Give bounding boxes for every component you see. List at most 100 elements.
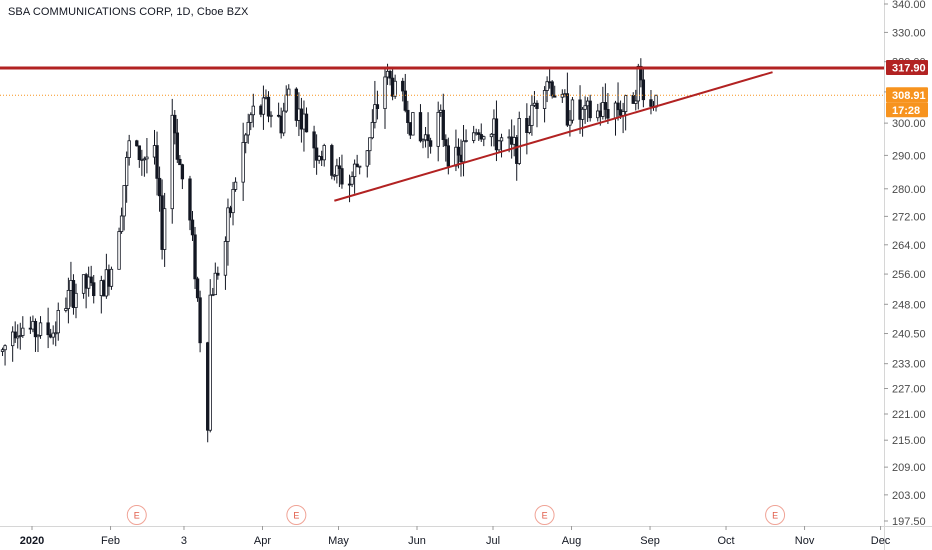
candle[interactable] xyxy=(639,58,643,88)
candle[interactable] xyxy=(616,82,620,121)
candle[interactable] xyxy=(383,67,387,129)
candle[interactable] xyxy=(66,277,71,324)
candle[interactable] xyxy=(145,138,149,174)
candle[interactable] xyxy=(570,96,575,124)
candle[interactable] xyxy=(418,104,423,143)
candle[interactable] xyxy=(13,321,17,343)
candle[interactable] xyxy=(173,110,177,145)
candle[interactable] xyxy=(251,93,255,128)
candle[interactable] xyxy=(654,94,658,112)
candle[interactable] xyxy=(588,94,592,122)
candle[interactable] xyxy=(162,192,167,267)
price-axis[interactable]: 340.00330.00320.00310.00300.00290.00280.… xyxy=(884,0,926,550)
candle[interactable] xyxy=(527,115,532,135)
candle[interactable] xyxy=(276,102,281,118)
time-axis[interactable]: 2020 Feb 3 Apr May Jun Jul Aug Sep Oct Nov Dec xyxy=(0,526,932,547)
candle[interactable] xyxy=(497,139,501,152)
candle[interactable] xyxy=(18,322,22,350)
candle[interactable] xyxy=(223,236,228,290)
candle[interactable] xyxy=(269,111,273,128)
candle[interactable] xyxy=(623,94,628,131)
candle[interactable] xyxy=(266,91,271,123)
candle[interactable] xyxy=(284,85,288,113)
candle[interactable] xyxy=(211,287,215,297)
candle[interactable] xyxy=(51,325,55,345)
candle[interactable] xyxy=(441,93,445,147)
earnings-marker[interactable]: E xyxy=(126,505,147,525)
candle[interactable] xyxy=(482,135,486,147)
candle[interactable] xyxy=(401,77,405,102)
candle[interactable] xyxy=(365,150,369,178)
candle[interactable] xyxy=(388,69,392,86)
candle[interactable] xyxy=(355,154,359,168)
candle[interactable] xyxy=(233,177,238,192)
candle[interactable] xyxy=(335,158,339,184)
candle[interactable] xyxy=(428,137,433,154)
candle[interactable] xyxy=(294,87,299,127)
candle[interactable] xyxy=(208,279,212,433)
candle[interactable] xyxy=(464,129,468,143)
candle[interactable] xyxy=(10,326,15,362)
candle[interactable] xyxy=(461,125,466,177)
candle[interactable] xyxy=(489,133,494,147)
candle[interactable] xyxy=(213,262,217,296)
candle[interactable] xyxy=(606,92,610,124)
candle[interactable] xyxy=(198,290,202,353)
candle[interactable] xyxy=(358,165,362,175)
candle[interactable] xyxy=(649,90,653,115)
candle[interactable] xyxy=(406,100,410,134)
candle[interactable] xyxy=(530,95,534,136)
candle[interactable] xyxy=(634,89,638,111)
candle[interactable] xyxy=(135,139,139,147)
candle[interactable] xyxy=(241,122,245,201)
candle[interactable] xyxy=(246,113,250,144)
candle[interactable] xyxy=(580,107,585,137)
candle[interactable] xyxy=(249,112,253,131)
candle[interactable] xyxy=(287,84,291,96)
candle[interactable] xyxy=(368,137,372,165)
candle[interactable] xyxy=(21,316,25,338)
candle[interactable] xyxy=(499,133,504,158)
candle[interactable] xyxy=(46,307,50,349)
candle[interactable] xyxy=(175,118,179,163)
earnings-marker[interactable]: E xyxy=(286,505,307,525)
candlestick-series[interactable] xyxy=(0,58,658,443)
candle[interactable] xyxy=(636,63,640,110)
earnings-marker[interactable]: E xyxy=(534,505,555,525)
candle[interactable] xyxy=(38,316,43,339)
candle[interactable] xyxy=(603,83,608,120)
candle[interactable] xyxy=(33,318,38,352)
candle[interactable] xyxy=(332,174,337,181)
candle[interactable] xyxy=(322,143,326,167)
candle[interactable] xyxy=(142,156,147,177)
candle[interactable] xyxy=(545,76,549,103)
candle[interactable] xyxy=(157,166,162,212)
candle[interactable] xyxy=(195,276,200,302)
support-trendline[interactable] xyxy=(334,71,773,202)
candle[interactable] xyxy=(535,100,539,128)
candle[interactable] xyxy=(411,112,415,136)
candle[interactable] xyxy=(542,86,547,123)
candle[interactable] xyxy=(375,90,380,120)
candle[interactable] xyxy=(370,109,375,140)
candle[interactable] xyxy=(444,134,448,162)
candle[interactable] xyxy=(314,134,319,175)
candle[interactable] xyxy=(244,132,248,154)
candle[interactable] xyxy=(426,112,430,159)
candle[interactable] xyxy=(226,198,230,266)
candle[interactable] xyxy=(337,157,342,188)
candle[interactable] xyxy=(340,154,344,189)
candle[interactable] xyxy=(180,163,185,190)
candle[interactable] xyxy=(89,265,93,287)
candle[interactable] xyxy=(16,324,20,349)
candle[interactable] xyxy=(477,129,481,141)
candle[interactable] xyxy=(36,334,40,353)
candle[interactable] xyxy=(304,107,309,133)
candle[interactable] xyxy=(350,171,354,188)
candle[interactable] xyxy=(494,100,499,162)
candle[interactable] xyxy=(56,302,60,341)
candle[interactable] xyxy=(117,227,121,270)
candle[interactable] xyxy=(583,96,587,124)
